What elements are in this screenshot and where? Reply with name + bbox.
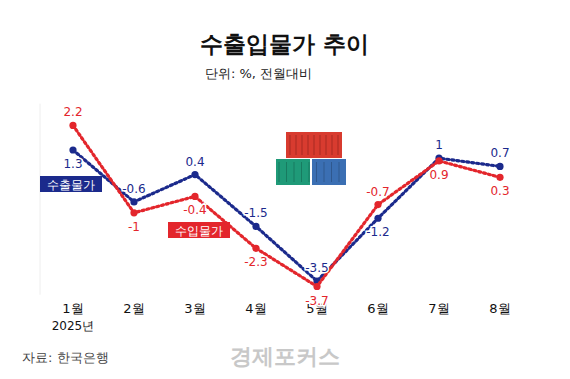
x-tick-label: 4월 — [245, 301, 266, 316]
point — [374, 201, 381, 208]
legend-label: 수출물가 — [47, 178, 95, 192]
point — [69, 146, 76, 153]
data-label: -3.5 — [305, 261, 328, 275]
point — [130, 198, 137, 205]
labels: 1.3 -0.6 0.4 -1.5 -3.5 -1.2 1 0.7 2.2 -1 -0.4 -2.3 -… — [63, 105, 509, 307]
subtitle: 단위: %, 전월대비 — [205, 66, 312, 81]
x-tick-label: 2월 — [123, 301, 144, 316]
point — [130, 209, 137, 216]
data-label: -3.7 — [305, 294, 328, 308]
point — [374, 215, 381, 222]
legend-entry: 수출물가 — [40, 176, 102, 192]
data-label: -2.3 — [244, 255, 267, 269]
data-label: 0.9 — [429, 168, 448, 182]
point — [252, 245, 259, 252]
annotation: 2025년 — [52, 319, 95, 333]
x-tick-label: 8월 — [489, 301, 510, 316]
legend-swatch — [168, 222, 230, 238]
data-label: 1.3 — [63, 157, 82, 171]
legend-swatch — [40, 176, 102, 192]
y-axis-line — [40, 104, 41, 295]
point — [496, 163, 503, 170]
data-label: -0.7 — [366, 185, 389, 199]
data-label: 0.7 — [490, 146, 509, 160]
data-label: -1.5 — [244, 206, 267, 220]
point — [435, 157, 442, 164]
data-label: -0.4 — [183, 203, 206, 217]
data-label: -0.6 — [122, 182, 145, 196]
data-label: 1 — [435, 138, 443, 152]
data-label: 2.2 — [63, 105, 82, 119]
chart: 수출입물가 추이단위: %, 전월대비1월2월3월4월5월6월7월8월2025년… — [0, 0, 570, 379]
series-line — [73, 150, 500, 281]
chart-root: 수출입물가 추이단위: %, 전월대비1월2월3월4월5월6월7월8월2025년… — [0, 0, 570, 379]
background — [0, 0, 570, 379]
data-label: -1.2 — [366, 225, 389, 239]
point — [191, 171, 198, 178]
series-line — [73, 125, 500, 286]
title: 수출입물가 추이 — [200, 31, 369, 57]
container-icon — [276, 132, 346, 185]
plot-area — [69, 122, 503, 290]
x-tick-label: 6월 — [367, 301, 388, 316]
source: 자료: 한국은행 — [22, 350, 109, 365]
data-label: -1 — [128, 220, 140, 234]
x-tick-label: 1월 — [62, 301, 83, 316]
point — [191, 193, 198, 200]
x-tick-label: 7월 — [428, 301, 449, 316]
legend-label: 수입물가 — [175, 224, 223, 238]
logo: 경제포커스 — [230, 344, 340, 369]
point — [313, 283, 320, 290]
point — [496, 174, 503, 181]
data-label: 0.3 — [490, 184, 509, 198]
point — [69, 122, 76, 129]
x-tick-label: 3월 — [184, 301, 205, 316]
legend-entry: 수입물가 — [168, 222, 230, 238]
data-label: 0.4 — [185, 155, 204, 169]
point — [252, 223, 259, 230]
